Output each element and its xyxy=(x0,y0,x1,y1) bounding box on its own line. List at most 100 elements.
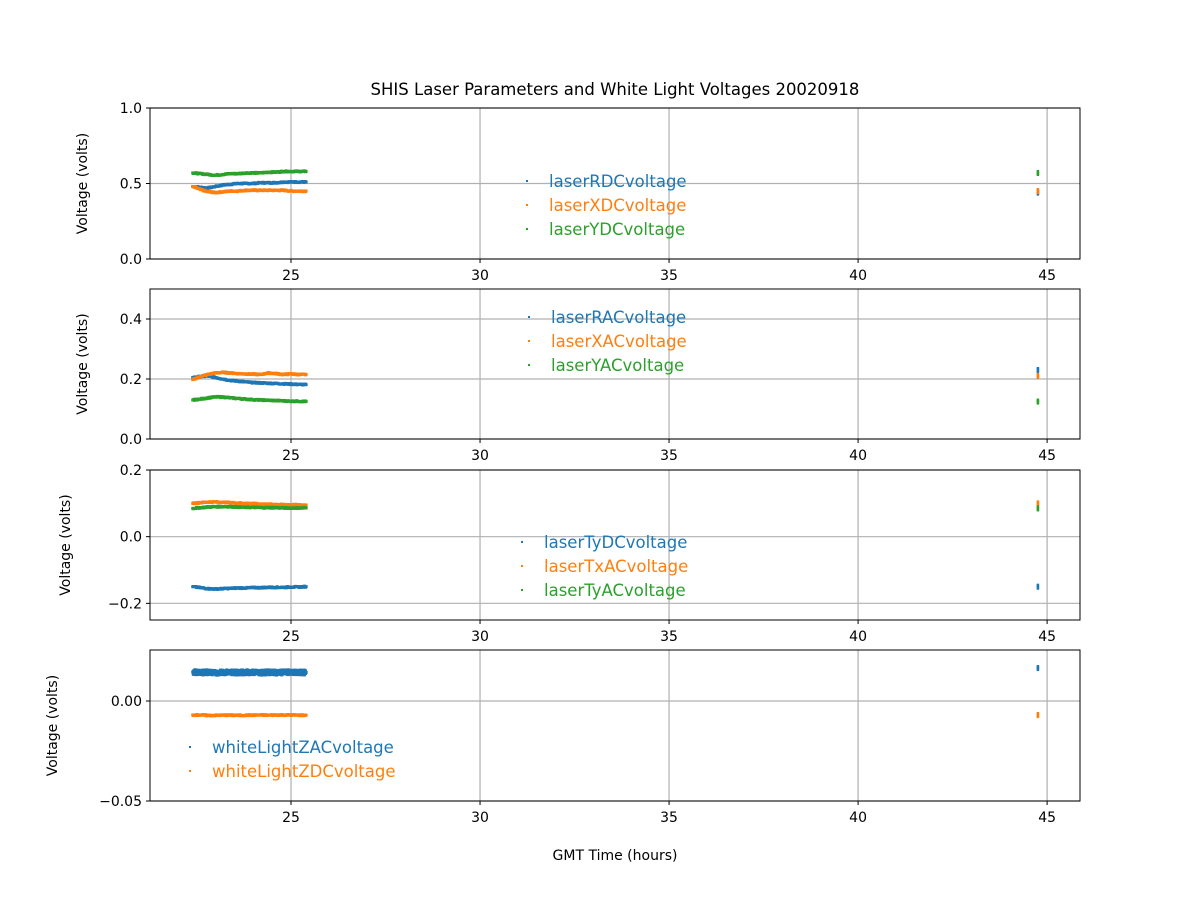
legend-label: laserRDCvoltage xyxy=(549,172,687,191)
data-point xyxy=(304,373,308,376)
y-tick-label: 0.5 xyxy=(120,177,142,193)
legend: laserRDCvoltage laserXDCvoltage laserYDCvo… xyxy=(526,172,687,239)
legend-label: laserTxACvoltage xyxy=(544,557,688,576)
y-tick-label: 0.00 xyxy=(111,694,142,710)
y-tick-label: 0.4 xyxy=(120,312,142,328)
legend-label: whiteLightZACvoltage xyxy=(212,738,394,757)
legend-marker xyxy=(526,204,528,206)
data-point xyxy=(304,383,308,387)
data-point-fill xyxy=(198,672,202,676)
x-tick-label: 40 xyxy=(849,629,867,645)
legend-marker xyxy=(189,770,191,772)
x-tick-label: 25 xyxy=(282,268,300,284)
legend-label: laserYACvoltage xyxy=(551,356,684,375)
series-laserTyACvoltage xyxy=(191,504,1040,512)
legend-marker xyxy=(521,565,523,567)
subplot-4: 25 30 35 40 45 −0.05 0.00 Voltage (volts) whiteL… xyxy=(45,649,1081,826)
subplot-3: 25 30 35 40 45 −0.2 0.0 0.2 Voltage (volts) laser… xyxy=(58,463,1081,645)
x-axis-label: GMT Time (hours) xyxy=(553,848,678,864)
data-point-late xyxy=(1036,370,1040,374)
legend: laserTyDCvoltage laserTxACvoltage laserTyA… xyxy=(521,533,688,600)
data-point-fill xyxy=(266,668,270,672)
data-point xyxy=(304,506,308,510)
legend-marker xyxy=(528,316,530,318)
x-tick-label: 40 xyxy=(849,268,867,284)
series-laserYDCvoltage xyxy=(191,169,1040,178)
x-tick-label: 45 xyxy=(1038,268,1056,284)
legend-label: whiteLightZDCvoltage xyxy=(212,762,396,781)
legend: laserRACvoltage laserXACvoltage laserYACvo… xyxy=(528,308,687,375)
data-point xyxy=(304,400,308,403)
axes-frame xyxy=(149,469,1081,621)
x-tick-label: 45 xyxy=(1038,448,1056,464)
subplot-2: 25 30 35 40 45 0.0 0.2 0.4 Voltage (volts) laserR… xyxy=(75,288,1081,464)
data-point xyxy=(304,503,308,507)
series-laserTyDCvoltage xyxy=(191,583,1040,592)
series-laserXACvoltage xyxy=(191,370,1040,382)
y-axis-label: Voltage (volts) xyxy=(75,133,91,234)
y-tick-label: 0.0 xyxy=(120,530,142,546)
series-whiteLightZDCvoltage xyxy=(191,712,1040,719)
x-tick-label: 30 xyxy=(471,268,489,284)
chart-title: SHIS Laser Parameters and White Light Vo… xyxy=(371,80,860,99)
x-tick-label: 40 xyxy=(849,810,867,826)
x-tick-label: 35 xyxy=(660,448,678,464)
data-point-fill xyxy=(199,669,203,673)
legend-label: laserXDCvoltage xyxy=(549,196,686,215)
legend-label: laserRACvoltage xyxy=(551,308,686,327)
legend: whiteLightZACvoltage whiteLightZDCvoltage xyxy=(189,738,396,781)
data-point-late xyxy=(1036,193,1040,196)
legend-marker xyxy=(526,180,528,182)
axes-frame xyxy=(149,649,1081,802)
y-tick-label: 1.0 xyxy=(120,101,142,117)
series-whiteLightZACvoltage xyxy=(191,665,1040,677)
data-point-fill xyxy=(261,669,265,673)
x-tick-label: 45 xyxy=(1038,810,1056,826)
x-tick-label: 30 xyxy=(471,448,489,464)
x-tick-label: 35 xyxy=(660,629,678,645)
legend-marker xyxy=(189,746,191,748)
y-tick-label: 0.0 xyxy=(120,252,142,268)
data-point-late xyxy=(1036,715,1040,719)
y-tick-label: 0.2 xyxy=(120,463,142,479)
x-tick-label: 30 xyxy=(471,629,489,645)
x-tick-label: 45 xyxy=(1038,629,1056,645)
data-point-late xyxy=(1036,668,1040,672)
data-point-late xyxy=(1036,402,1040,405)
x-tick-label: 25 xyxy=(282,810,300,826)
data-point xyxy=(304,670,308,674)
x-tick-label: 35 xyxy=(660,810,678,826)
data-point-late xyxy=(1036,376,1040,380)
y-axis-label: Voltage (volts) xyxy=(58,494,74,595)
legend-marker xyxy=(528,340,530,342)
y-axis-label: Voltage (volts) xyxy=(75,313,91,414)
data-point xyxy=(304,180,308,184)
subplot-1: 25 30 35 40 45 0.0 0.5 1.0 Voltage (volts) laserR… xyxy=(75,101,1081,284)
data-point-late xyxy=(1036,173,1040,177)
data-point xyxy=(304,713,308,717)
y-tick-label: 0.0 xyxy=(120,432,142,448)
x-tick-label: 25 xyxy=(282,629,300,645)
y-tick-label: −0.2 xyxy=(108,596,142,612)
data-point xyxy=(304,169,308,173)
series-laserYACvoltage xyxy=(191,394,1040,405)
data-point-late xyxy=(1036,508,1040,512)
legend-marker xyxy=(521,541,523,543)
data-point-late xyxy=(1036,503,1040,507)
x-tick-label: 35 xyxy=(660,268,678,284)
x-tick-label: 40 xyxy=(849,448,867,464)
axes-frame xyxy=(149,288,1081,440)
y-axis-label: Voltage (volts) xyxy=(45,675,61,776)
series-laserTxACvoltage xyxy=(191,500,1040,507)
x-tick-label: 25 xyxy=(282,448,300,464)
data-point xyxy=(304,189,308,193)
x-tick-label: 30 xyxy=(471,810,489,826)
legend-marker xyxy=(528,364,530,366)
data-point-late xyxy=(1036,191,1040,195)
legend-label: laserTyACvoltage xyxy=(544,581,686,600)
y-tick-label: 0.2 xyxy=(120,372,142,388)
legend-marker xyxy=(521,589,523,591)
legend-label: laserXACvoltage xyxy=(551,332,687,351)
